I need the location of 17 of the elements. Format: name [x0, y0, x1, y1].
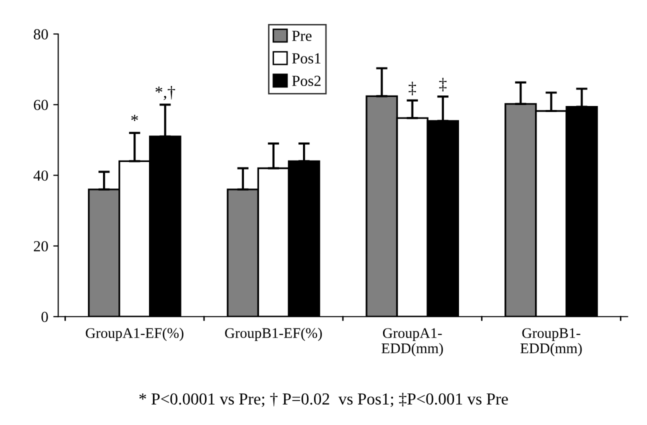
x-tick-label: GroupA1-EF(%)	[86, 328, 184, 341]
x-tick-label: GroupA1- EDD(mm)	[382, 328, 443, 356]
annotation: *,†	[156, 86, 176, 100]
annotation: *	[131, 114, 138, 122]
annotation: ‡	[439, 78, 447, 92]
legend-label: Pos1	[292, 53, 320, 64]
y-tick-label: 0	[41, 312, 48, 322]
y-tick-label: 40	[34, 170, 48, 181]
x-tick-label: GroupB1- EDD(mm)	[520, 328, 582, 356]
legend-label: Pre	[292, 30, 312, 42]
legend-label: Pos2	[292, 76, 321, 86]
y-tick-label: 60	[34, 100, 48, 110]
y-tick-label: 20	[34, 241, 48, 252]
text: * P<0.0001 vs Pre; † P=0.02 vs Pos1; ‡P<0.001 vs Pre	[139, 392, 508, 408]
annotation: ‡	[408, 82, 416, 96]
y-tick-label: 80	[34, 29, 48, 40]
x-tick-label: GroupB1-EF(%)	[225, 328, 322, 341]
